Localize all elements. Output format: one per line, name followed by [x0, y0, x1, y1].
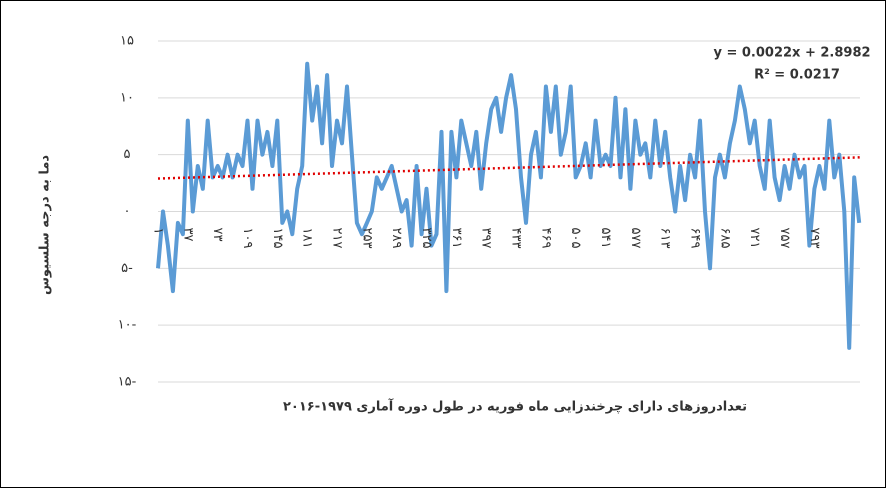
x-tick-label: ۷۹۳ — [807, 228, 822, 249]
r-squared: R² = 0.0217 — [754, 68, 840, 83]
trend-line — [157, 156, 861, 180]
y-tick-label: ۵ — [124, 147, 131, 162]
x-tick-label: ۳۹۷ — [479, 228, 494, 249]
x-tick-label: ۵۷۷ — [628, 228, 643, 249]
x-tick-label: ۱۰۹ — [240, 228, 255, 249]
x-tick-label: ۷۳ — [210, 228, 225, 242]
x-tick-label: ۶۴۹ — [688, 228, 703, 249]
data-line — [156, 61, 862, 350]
x-tick-label: ۲۸۹ — [389, 228, 404, 249]
x-tick-label: ۳۶۱ — [449, 228, 464, 249]
y-axis-label: دما به درجه سلسیوس — [38, 155, 53, 295]
x-tick-label: ۳۲۵ — [419, 228, 434, 249]
x-tick-label: ۲۵۳ — [359, 228, 374, 249]
x-tick-label: ۳۷ — [180, 228, 195, 242]
y-tick-label: ۱۵- — [118, 375, 137, 390]
y-tick-label: ۱۵ — [120, 34, 134, 49]
x-tick-label: ۷۵۷ — [777, 228, 792, 249]
x-tick-label: ۶۱۳ — [658, 228, 673, 249]
x-tick-label: ۴۳۳ — [509, 228, 524, 249]
x-tick-label: ۶۸۵ — [717, 228, 732, 249]
x-tick-label: ۷۲۱ — [747, 228, 762, 249]
x-tick-label: ۱۸۱ — [300, 228, 315, 249]
x-tick-label: ۱۴۵ — [270, 228, 285, 249]
y-tick-label: ۱۰- — [118, 318, 137, 333]
y-tick-label: ۱۰ — [120, 90, 134, 105]
x-tick-label: ۱ — [151, 228, 166, 235]
x-tick-label: ۵۰۵ — [568, 228, 583, 249]
x-tick-label: ۴۶۹ — [538, 228, 553, 249]
y-tick-label: ۵- — [121, 261, 133, 276]
trend-equation: y = 0.0022x + 2.8982 — [713, 46, 870, 61]
x-tick-label: ۲۱۷ — [330, 228, 345, 249]
x-axis-label: تعدادروزهای دارای چرخندزایی ماه فوریه در… — [283, 398, 747, 415]
y-tick-label: ۰ — [124, 204, 131, 219]
x-tick-label: ۵۴۱ — [598, 228, 613, 249]
